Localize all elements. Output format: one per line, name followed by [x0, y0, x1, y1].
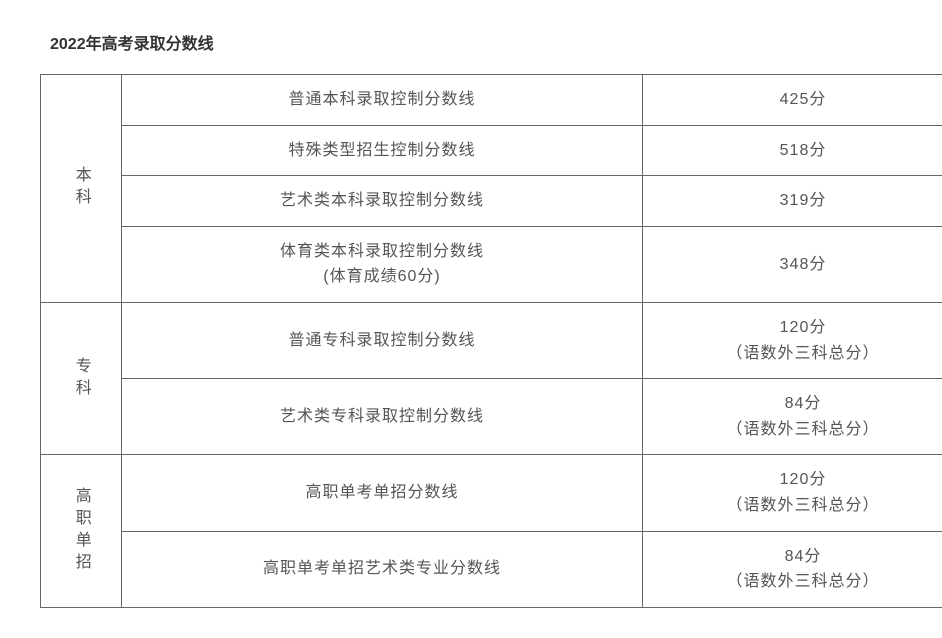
score-line: 84分 — [653, 391, 942, 417]
table-row: 专科 普通专科录取控制分数线 120分 （语数外三科总分） — [41, 302, 942, 378]
score-line: （语数外三科总分） — [653, 569, 942, 595]
score-line: 120分 — [653, 315, 942, 341]
score-line: （语数外三科总分） — [653, 417, 942, 443]
score-cell: 84分 （语数外三科总分） — [643, 531, 942, 607]
desc-cell: 高职单考单招分数线 — [122, 455, 643, 531]
table-row: 艺术类本科录取控制分数线 319分 — [41, 176, 942, 227]
desc-cell: 高职单考单招艺术类专业分数线 — [122, 531, 643, 607]
table-row: 高职单招 高职单考单招分数线 120分 （语数外三科总分） — [41, 455, 942, 531]
desc-line: 体育类本科录取控制分数线 — [132, 239, 632, 265]
table-row: 特殊类型招生控制分数线 518分 — [41, 125, 942, 176]
desc-line: (体育成绩60分) — [132, 264, 632, 290]
score-cell: 348分 — [643, 226, 942, 302]
table-row: 本科 普通本科录取控制分数线 425分 — [41, 75, 942, 126]
score-line: （语数外三科总分） — [653, 341, 942, 367]
score-cell: 84分 （语数外三科总分） — [643, 379, 942, 455]
desc-cell: 普通本科录取控制分数线 — [122, 75, 643, 126]
score-line: （语数外三科总分） — [653, 493, 942, 519]
desc-cell: 艺术类本科录取控制分数线 — [122, 176, 643, 227]
score-line: 84分 — [653, 544, 942, 570]
table-row: 艺术类专科录取控制分数线 84分 （语数外三科总分） — [41, 379, 942, 455]
score-cell: 319分 — [643, 176, 942, 227]
desc-cell: 特殊类型招生控制分数线 — [122, 125, 643, 176]
category-cell-gaozhi: 高职单招 — [41, 455, 122, 607]
category-cell-zhuanke: 专科 — [41, 302, 122, 454]
score-cell: 120分 （语数外三科总分） — [643, 302, 942, 378]
score-cell: 425分 — [643, 75, 942, 126]
category-cell-benke: 本科 — [41, 75, 122, 303]
score-cell: 518分 — [643, 125, 942, 176]
score-table: 本科 普通本科录取控制分数线 425分 特殊类型招生控制分数线 518分 艺术类… — [40, 74, 942, 608]
desc-cell: 体育类本科录取控制分数线 (体育成绩60分) — [122, 226, 643, 302]
table-row: 体育类本科录取控制分数线 (体育成绩60分) 348分 — [41, 226, 942, 302]
score-line: 120分 — [653, 467, 942, 493]
desc-cell: 艺术类专科录取控制分数线 — [122, 379, 643, 455]
desc-cell: 普通专科录取控制分数线 — [122, 302, 643, 378]
table-row: 高职单考单招艺术类专业分数线 84分 （语数外三科总分） — [41, 531, 942, 607]
page-title: 2022年高考录取分数线 — [50, 30, 902, 54]
score-cell: 120分 （语数外三科总分） — [643, 455, 942, 531]
